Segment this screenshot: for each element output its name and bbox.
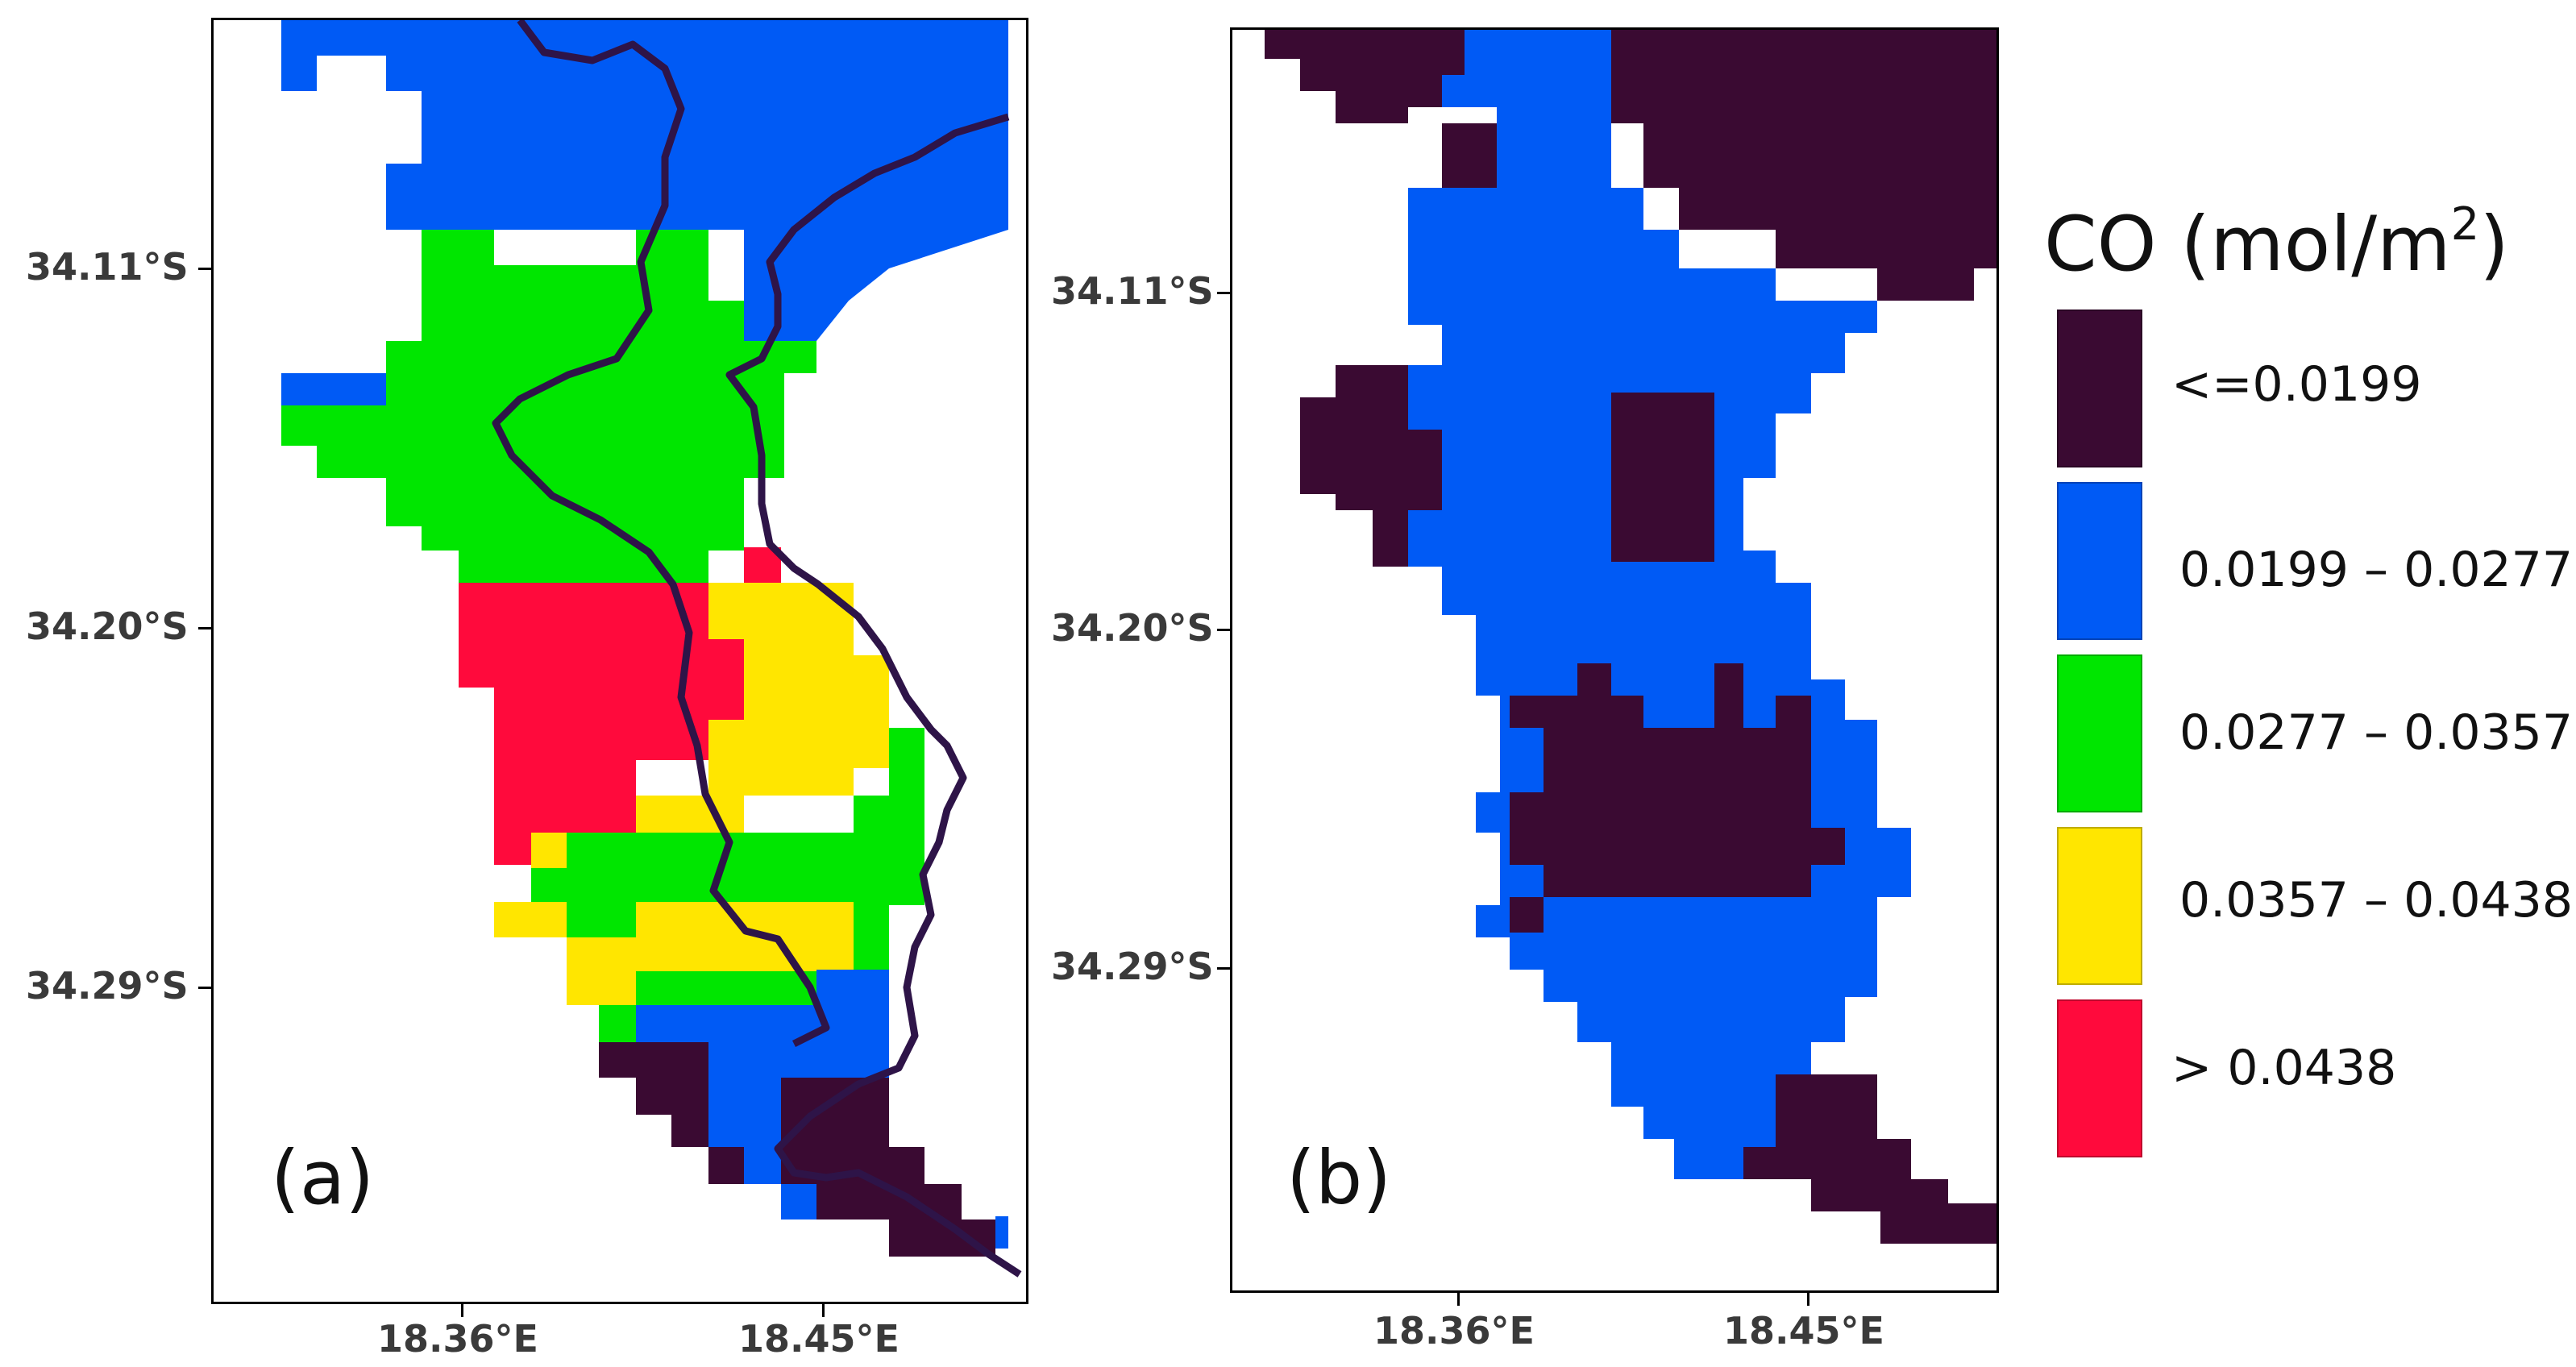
lat-tick-mark xyxy=(198,987,213,989)
lat-tick-label: 34.11°S xyxy=(1051,269,1214,313)
lat-tick-mark xyxy=(198,268,213,270)
class-5-cell-block xyxy=(459,547,781,865)
lat-tick-label: 34.11°S xyxy=(26,245,189,289)
lat-tick-mark xyxy=(1217,967,1232,970)
lat-tick-mark xyxy=(1217,292,1232,294)
class-1-cell-block xyxy=(1611,393,1714,562)
panel-label-b: (b) xyxy=(1286,1135,1392,1221)
lon-tick-mark xyxy=(822,1303,825,1317)
legend-title-text: CO (mol/m xyxy=(2044,201,2451,289)
lat-tick-label: 34.29°S xyxy=(1051,945,1214,988)
class-2-cell xyxy=(995,1216,1008,1249)
lat-tick-label: 34.20°S xyxy=(26,605,189,648)
lat-tick-mark xyxy=(1217,629,1232,631)
legend-label-class-5: > 0.0438 xyxy=(2171,1040,2397,1096)
class-2-cell-block xyxy=(281,20,1008,413)
lon-tick-label: 18.45°E xyxy=(738,1317,900,1361)
class-1-cell-block xyxy=(1300,365,1442,567)
co-raster-map-b xyxy=(1265,30,1996,1244)
lat-tick-label: 34.20°S xyxy=(1051,606,1214,650)
legend-title-superscript: 2 xyxy=(2450,198,2480,251)
legend-swatch-class-3 xyxy=(2057,654,2142,812)
lon-tick-mark xyxy=(1807,1291,1809,1306)
class-1-cell-block xyxy=(1743,1074,1996,1244)
legend-label-class-3: 0.0277 – 0.0357 xyxy=(2179,704,2574,761)
legend-swatch-class-5 xyxy=(2057,999,2142,1157)
lon-tick-label: 18.36°E xyxy=(1373,1309,1535,1352)
class-4-cell-block xyxy=(636,796,744,833)
map-panel-b xyxy=(1230,27,1999,1293)
class-4-cell xyxy=(567,937,636,1005)
legend-swatch-class-2 xyxy=(2057,482,2142,640)
legend-swatch-class-4 xyxy=(2057,827,2142,985)
class-3-cell-block xyxy=(281,230,816,583)
class-1-cell xyxy=(1510,897,1544,933)
legend-swatch-class-1 xyxy=(2057,310,2142,467)
class-4-cell xyxy=(531,833,567,868)
class-4-cell xyxy=(494,902,567,937)
coastline-a-west xyxy=(492,20,830,1048)
class-4-cell xyxy=(636,902,854,971)
lon-tick-label: 18.45°E xyxy=(1723,1309,1884,1352)
lon-tick-mark xyxy=(461,1303,463,1317)
lat-tick-mark xyxy=(198,627,213,629)
class-1-cell-block xyxy=(1510,663,1845,897)
class-1-cell xyxy=(1442,123,1497,188)
map-panel-a xyxy=(211,18,1028,1304)
legend-title-close: ) xyxy=(2479,201,2509,289)
class-1-cell-block xyxy=(781,1078,995,1257)
coastline-a-east xyxy=(725,113,1022,1278)
co-raster-map-a xyxy=(281,20,1022,1278)
class-1-cell-block xyxy=(599,1042,744,1184)
legend-label-class-4: 0.0357 – 0.0438 xyxy=(2179,872,2574,929)
lat-tick-label: 34.29°S xyxy=(26,964,189,1008)
lon-tick-label: 18.36°E xyxy=(377,1317,538,1361)
legend-label-class-2: 0.0199 – 0.0277 xyxy=(2179,542,2574,598)
legend-label-class-1: <=0.0199 xyxy=(2171,356,2422,413)
class-4-cell-block xyxy=(708,583,924,796)
legend-title: CO (mol/m2) xyxy=(2044,198,2509,289)
panel-label-a: (a) xyxy=(271,1135,375,1221)
class-1-cell-block xyxy=(1611,30,1996,301)
lon-tick-mark xyxy=(1457,1291,1460,1306)
class-1-cell-block xyxy=(1265,30,1465,123)
